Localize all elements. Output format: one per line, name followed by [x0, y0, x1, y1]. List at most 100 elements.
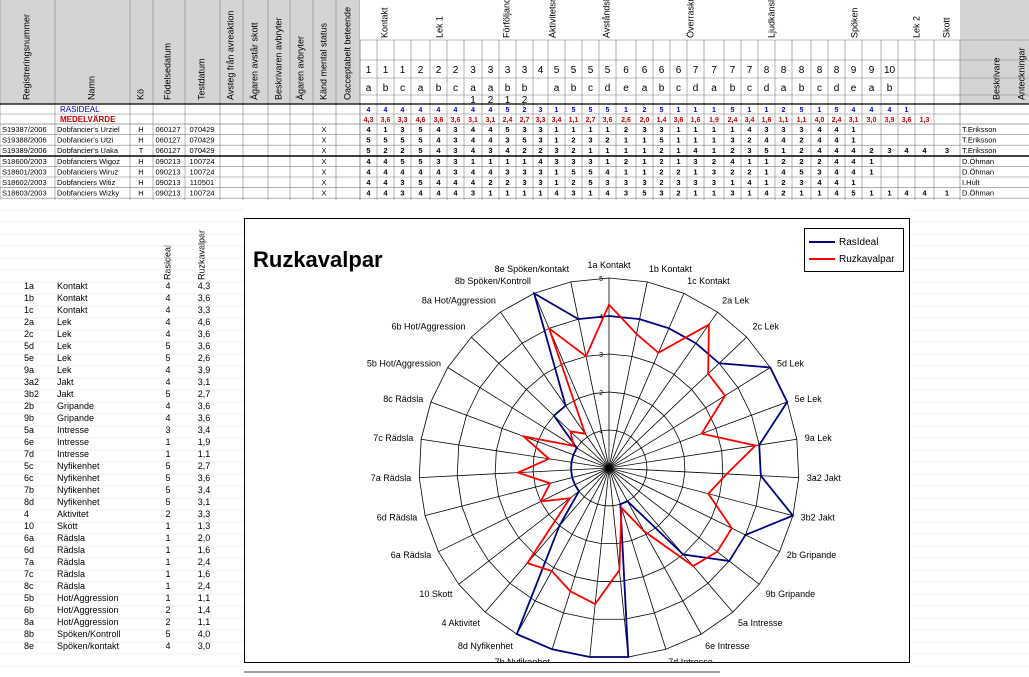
- dog-ko: H: [138, 189, 143, 198]
- item-number: 7: [693, 65, 699, 76]
- summary-name: Jakt: [57, 377, 74, 387]
- dog-score: 3: [436, 157, 440, 166]
- dog-score: 1: [693, 189, 697, 198]
- item-number: 2: [418, 65, 424, 76]
- item-number: 7: [747, 65, 753, 76]
- dog-score: 4: [488, 125, 493, 134]
- radar-category-label: 7a Rädsla: [371, 473, 412, 483]
- medel-value: 3,6: [902, 117, 912, 124]
- summary-ruzka: 1,1: [198, 593, 211, 603]
- dog-ko: T: [139, 146, 144, 155]
- radar-point: [707, 372, 709, 375]
- item-letter: b: [383, 83, 389, 94]
- summary-code: 7a: [24, 557, 34, 567]
- summary-ideal: 4: [165, 329, 170, 339]
- rasideal-value: 5: [506, 107, 510, 114]
- radar-point: [700, 432, 703, 435]
- radar-spoke: [608, 467, 667, 650]
- item-number: 3: [470, 65, 476, 76]
- medel-value: 3,6: [674, 117, 684, 124]
- medel-value: 3,3: [398, 117, 408, 124]
- medel-value: 3,0: [867, 117, 877, 124]
- medel-value: 1,6: [691, 117, 701, 124]
- summary-ruzka: 4,6: [198, 317, 211, 327]
- radar-category-label: 7b Nyfikenhet: [495, 657, 551, 662]
- rasideal-value: 4: [367, 107, 371, 114]
- dog-score: 4: [605, 189, 610, 198]
- dog-score: 2: [799, 136, 803, 145]
- item-number: 5: [554, 65, 560, 76]
- rasideal-value: 1: [624, 107, 628, 114]
- summary-ruzka: 1,9: [198, 437, 211, 447]
- summary-code: 2c: [24, 329, 34, 339]
- dog-score: 4: [383, 167, 388, 176]
- dog-status: X: [321, 125, 326, 134]
- group-label: Överraskning: [685, 0, 695, 38]
- medel-value: 4,6: [416, 117, 426, 124]
- radar-category-label: 6e Intresse: [705, 641, 750, 651]
- dog-score: 4: [904, 146, 909, 155]
- medel-label: MEDELVÄRDE: [60, 115, 116, 124]
- summary-name: Spöken/Kontroll: [57, 629, 121, 639]
- dog-score: 1: [817, 189, 821, 198]
- dog-name: Dobfancier's Utzi: [57, 136, 114, 145]
- item-number: 7: [711, 65, 717, 76]
- dog-score: 2: [505, 178, 509, 187]
- dog-reg: S18602/2003: [2, 178, 47, 187]
- header-label: Födelsedatum: [162, 43, 172, 100]
- dog-score: 3: [624, 178, 628, 187]
- dog-score: 4: [366, 157, 371, 166]
- dog-score: 5: [383, 136, 387, 145]
- summary-ideal: 5: [165, 629, 170, 639]
- summary-name: Kontakt: [57, 281, 88, 291]
- summary-name: Nyfikenhet: [57, 473, 100, 483]
- radar-point: [533, 292, 535, 295]
- dog-score: 2: [676, 189, 680, 198]
- dog-score: 1: [712, 189, 716, 198]
- summary-ruzka: 4,0: [198, 629, 211, 639]
- summary-ideal: 1: [165, 521, 170, 531]
- radar-point: [718, 362, 720, 365]
- radar-category-label: 8d Nyfikenhet: [458, 641, 514, 651]
- rasideal-label: RASIDEAL: [60, 105, 100, 114]
- rasideal-value: 5: [589, 107, 593, 114]
- summary-name: Intresse: [57, 449, 89, 459]
- summary-code: 2a: [24, 317, 34, 327]
- dog-score: 3: [554, 146, 558, 155]
- radar-point: [551, 648, 553, 651]
- radar-point: [551, 570, 553, 572]
- dog-beskrivare: I.Hult: [962, 178, 980, 187]
- dog-score: 1: [624, 136, 628, 145]
- dog-beskrivare: D.Öhman: [962, 189, 994, 198]
- summary-name: Gripande: [57, 413, 94, 423]
- legend-swatch-rasideal: [809, 241, 835, 243]
- summary-ruzka: 3,9: [198, 365, 211, 375]
- dog-score: 1: [588, 189, 592, 198]
- item-number: 8: [764, 65, 770, 76]
- dog-score: 4: [834, 125, 839, 134]
- item-letter: a: [418, 83, 424, 94]
- summary-ruzka: 3,6: [198, 329, 211, 339]
- dog-score: 3: [945, 146, 949, 155]
- summary-ruzka: 3,1: [198, 377, 211, 387]
- dog-score: 1: [676, 146, 680, 155]
- dog-score: 2: [659, 157, 663, 166]
- summary-ideal: 1: [165, 581, 170, 591]
- summary-name: Rädsla: [57, 545, 85, 555]
- dog-score: 1: [588, 125, 592, 134]
- radar-point: [627, 656, 630, 658]
- dog-score: 4: [817, 178, 822, 187]
- dog-score: 5: [659, 136, 663, 145]
- item-letter: c: [400, 83, 405, 94]
- medel-value: 2,4: [503, 117, 513, 124]
- dog-score: 4: [922, 146, 927, 155]
- dog-score: 4: [366, 189, 371, 198]
- dog-fodd: 060127: [155, 136, 180, 145]
- dog-score: 4: [747, 125, 752, 134]
- data-row-bg: [0, 177, 1029, 188]
- radar-point: [526, 562, 529, 564]
- rasideal-value: 4: [471, 107, 475, 114]
- dog-reg: S18600/2003: [2, 157, 47, 166]
- dog-score: 4: [418, 189, 423, 198]
- radar-chart-frame[interactable]: 1 2 3 4 5 1a Kontakt 1b Kontakt 1c Kontakt 2a Le…: [244, 218, 910, 663]
